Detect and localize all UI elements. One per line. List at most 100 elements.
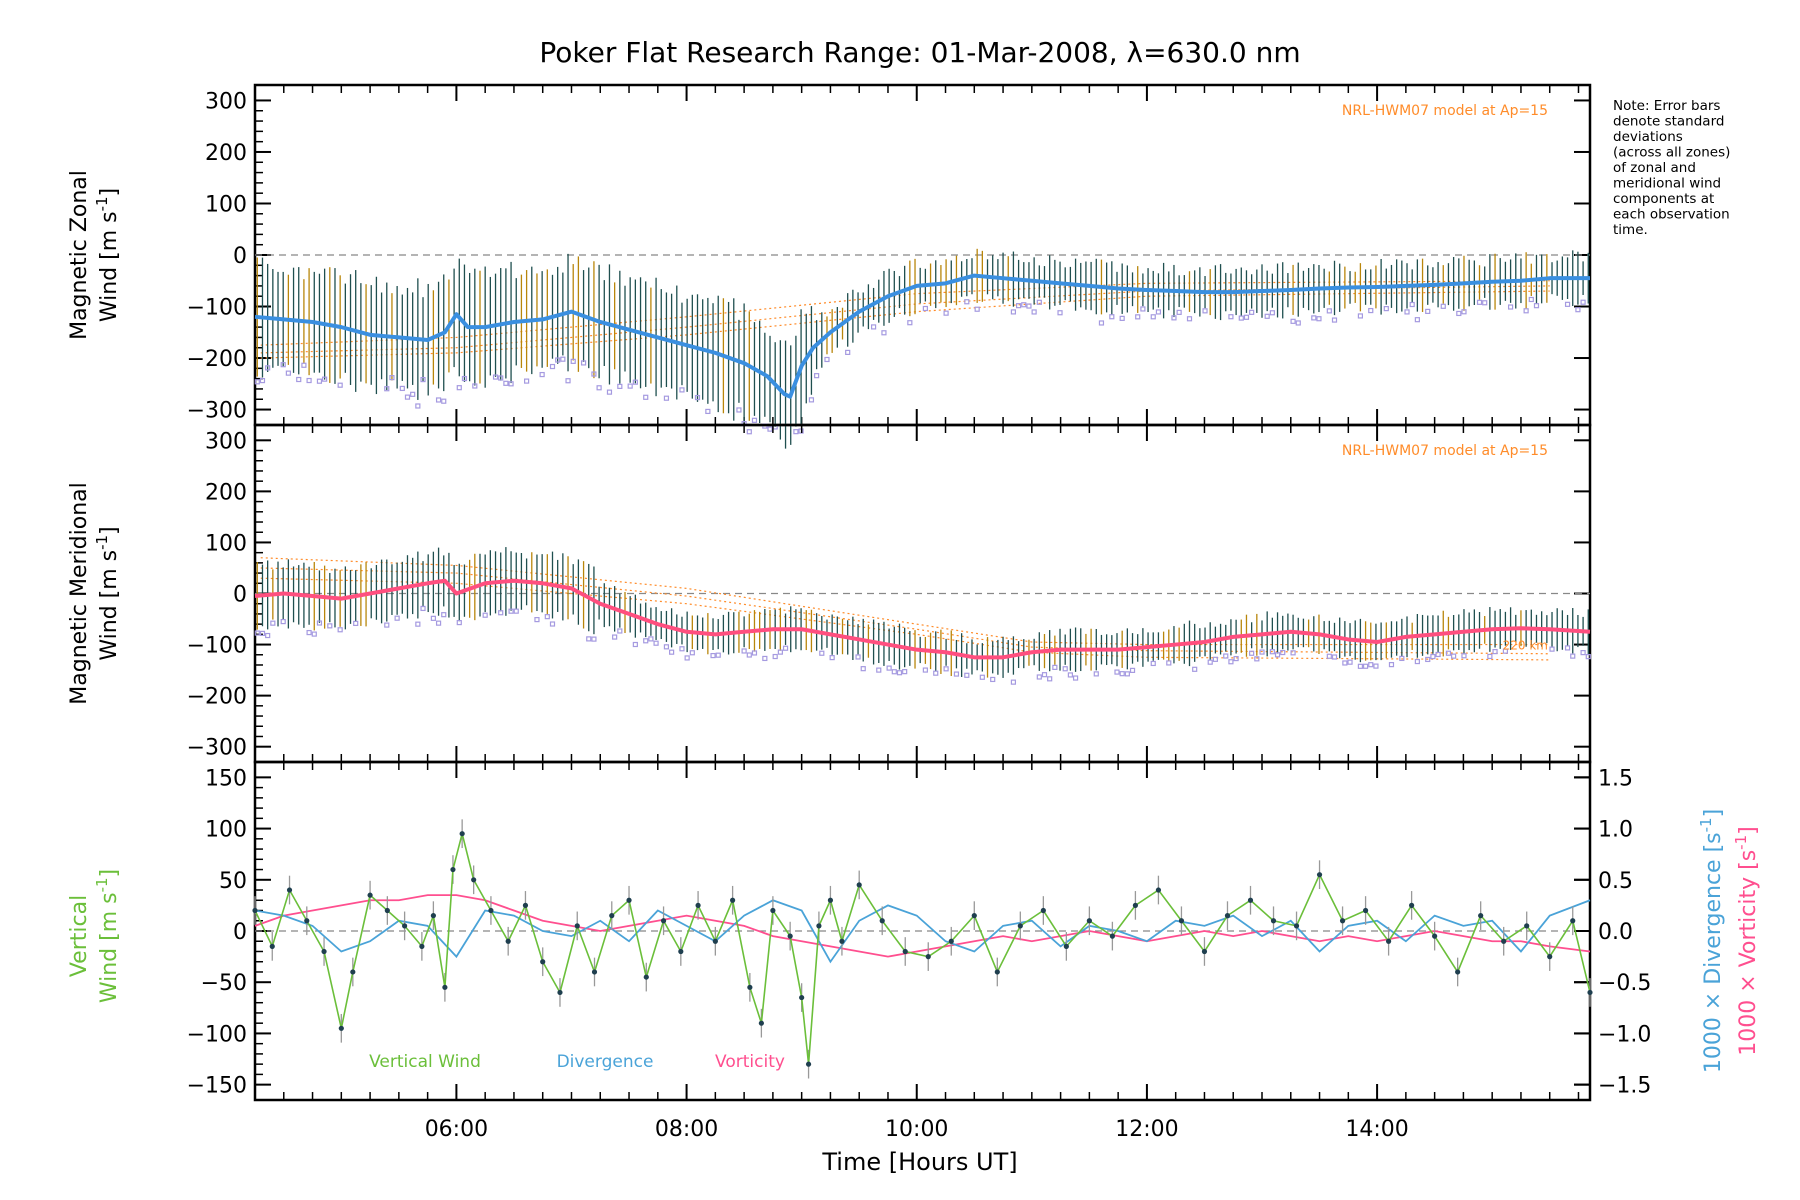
vertical-wind-point [609,913,615,919]
vertical-wind-point [879,918,885,924]
zone-point [1047,676,1053,682]
zone-point [1331,317,1338,323]
zone-point [881,330,887,336]
zone-point [979,674,985,680]
zone-point [1492,649,1498,655]
zone-point [565,378,571,384]
zone-point [316,378,323,384]
vertical-wind-point [505,938,511,944]
zone-point [710,652,716,659]
zone-point [1435,651,1441,658]
y-tick-label: 200 [205,141,247,166]
y-axis-label-superscript: -1 [93,196,111,211]
y2-axis-label-close: ] [1736,826,1761,835]
zone-point [384,386,390,392]
zone-point [1456,310,1462,317]
vertical-wind-point [971,913,977,919]
vertical-wind-point [384,907,390,914]
zone-point [1502,648,1509,654]
y2-tick-label: 1.0 [1598,818,1633,843]
model-label: NRL-HWM07 model at Ap=15 [1342,443,1548,459]
x-tick-label: 14:00 [1345,1117,1408,1142]
zone-point [860,666,866,672]
vertical-wind-point [1478,913,1484,919]
vertical-wind-point [925,954,931,960]
zone-point [430,615,436,621]
zone-point [648,636,654,642]
vertical-wind-point [321,948,327,955]
vertical-wind-point [1524,923,1530,929]
note-line: deviations [1613,129,1683,145]
note-line: of zonal and [1613,160,1696,176]
zone-point [389,375,395,381]
zone-point [1290,650,1296,656]
y-tick-label: 200 [205,480,247,505]
y-tick-label: −100 [187,634,247,659]
legend-item: Vertical Wind [369,1052,481,1072]
vertical-wind-point [1224,913,1231,919]
vertical-wind-point [770,907,776,914]
zone-point [907,320,913,326]
zone-point [1026,303,1032,309]
vertical-wind-point [626,897,632,903]
vertical-wind-point [805,1061,812,1067]
zone-point [891,669,897,675]
vertical-wind-line [254,833,1591,1065]
zone-point [420,376,426,383]
vertical-wind-point [1455,969,1461,975]
vertical-wind-point [350,969,356,975]
note-line: (across all zones) [1613,145,1730,161]
vertical-wind-point [338,1025,344,1031]
y-tick-label: 0 [233,920,247,945]
divergence-line [254,899,1591,964]
zone-point [1399,655,1405,662]
x-tick-label: 10:00 [885,1117,948,1142]
zone-point [751,417,758,423]
y2-tick-label: −1.0 [1598,1022,1651,1047]
note-line: meridional wind [1613,176,1721,192]
zone-point [435,620,442,626]
zone-point [441,398,447,404]
chart-title: Poker Flat Research Range: 01-Mar-2008, … [539,36,1300,69]
y-axis-label: Magnetic Zonal Wind [m s-1] [67,170,122,340]
vertical-wind-point [1247,897,1254,903]
zone-point [627,383,633,389]
zone-point [663,395,670,401]
zone-point [1015,303,1022,309]
zone-point [1176,309,1182,315]
zone-point [549,363,556,370]
zone-point [1570,653,1576,659]
zone-point [1290,318,1296,324]
vertical-wind-point [471,877,477,883]
vertical-wind-point [799,994,805,1001]
zone-point [280,618,286,625]
zone-point [943,310,949,316]
zone-point [896,670,903,676]
model-curve [260,567,1550,655]
zone-point [492,374,499,380]
zone-point [306,629,312,636]
note-line: components at [1613,191,1714,207]
zone-point [1269,649,1275,655]
zone-point [570,358,576,364]
zone-point [1409,301,1415,308]
zone-point [689,650,695,656]
zone-point [337,382,343,388]
zone-point [1109,314,1115,320]
y2-axis-label-text: 1000 × Vorticity [s-1] [1732,826,1761,1055]
zone-point [353,620,359,627]
zone-point [472,383,478,389]
zone-point [767,426,773,432]
vertical-wind-point [304,918,310,924]
zone-point [1461,653,1467,659]
zone-point [1140,306,1146,312]
zone-point [1010,679,1017,685]
zone-point [1171,315,1177,321]
vertical-wind-point [430,913,436,919]
zone-point [306,377,312,384]
zone-point [1021,302,1027,308]
vertical-wind-point [1270,918,1277,924]
zone-point [544,614,550,620]
vertical-wind-point [660,918,667,924]
vertical-wind-point [1155,887,1162,893]
